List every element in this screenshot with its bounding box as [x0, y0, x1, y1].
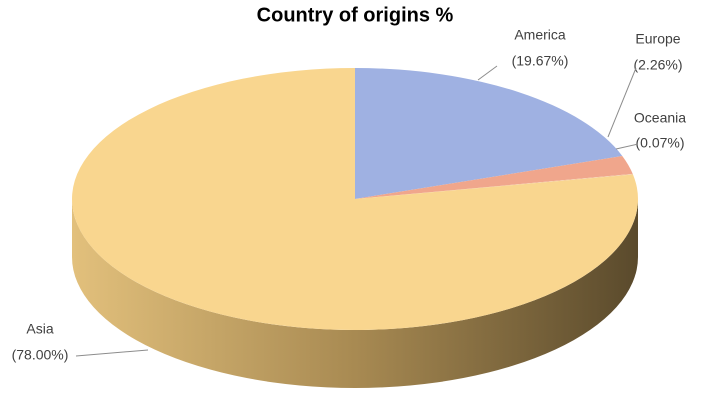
value-label: (2.26%): [633, 57, 682, 73]
value-label: (0.07%): [635, 135, 684, 151]
pie-slice: [355, 155, 633, 199]
category-label: Asia: [26, 321, 53, 337]
category-label: Oceania: [634, 110, 686, 126]
pie-side: [72, 199, 638, 388]
leader-line: [75, 349, 149, 357]
leader-line: [477, 65, 498, 81]
category-label: Europe: [635, 31, 680, 47]
category-label: America: [514, 27, 566, 43]
pie-slice: [355, 68, 623, 199]
leader-line: [615, 143, 639, 150]
value-label: (19.67%): [512, 53, 569, 69]
pie-slice: [72, 68, 639, 330]
value-label: (78.00%): [12, 347, 69, 363]
leader-line: [607, 67, 637, 138]
pie-slice: [355, 173, 633, 199]
chart-title: Country of origins %: [257, 4, 454, 26]
